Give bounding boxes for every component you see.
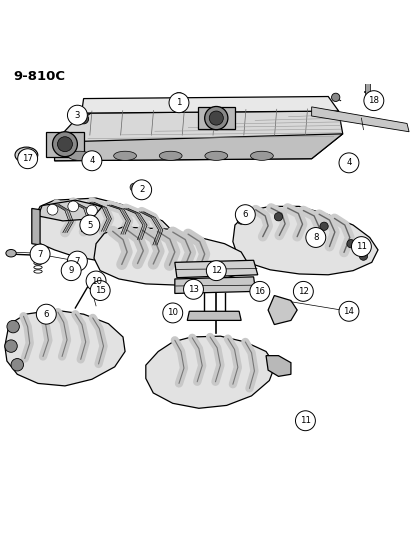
Text: 7: 7: [37, 249, 43, 259]
Text: 11: 11: [300, 416, 311, 425]
Circle shape: [352, 237, 371, 256]
Text: 2: 2: [139, 185, 144, 195]
Polygon shape: [34, 198, 175, 262]
Circle shape: [18, 149, 37, 168]
Circle shape: [87, 205, 97, 216]
Text: 12: 12: [298, 287, 309, 296]
Ellipse shape: [19, 150, 34, 160]
Circle shape: [235, 205, 255, 224]
Circle shape: [320, 222, 328, 230]
Circle shape: [57, 137, 72, 152]
Circle shape: [347, 239, 355, 248]
Circle shape: [52, 132, 77, 157]
Text: 4: 4: [346, 158, 352, 167]
Text: 1: 1: [176, 98, 182, 107]
Circle shape: [175, 92, 183, 101]
Polygon shape: [187, 311, 241, 320]
Text: 6: 6: [243, 210, 248, 219]
Polygon shape: [38, 200, 102, 221]
Circle shape: [339, 301, 359, 321]
Polygon shape: [175, 260, 258, 278]
Text: 10: 10: [91, 277, 102, 286]
Polygon shape: [233, 206, 378, 275]
Circle shape: [132, 180, 151, 200]
Polygon shape: [82, 96, 339, 113]
Polygon shape: [94, 227, 248, 285]
Circle shape: [68, 201, 79, 212]
Circle shape: [80, 215, 100, 235]
Polygon shape: [146, 336, 275, 408]
Circle shape: [359, 252, 368, 260]
Text: 6: 6: [44, 310, 49, 319]
Polygon shape: [198, 107, 235, 129]
Circle shape: [250, 281, 270, 301]
Text: 13: 13: [188, 285, 199, 294]
Circle shape: [86, 271, 106, 291]
Text: 3: 3: [74, 111, 80, 120]
Polygon shape: [32, 208, 40, 245]
Ellipse shape: [114, 151, 136, 160]
Text: 5: 5: [87, 221, 93, 230]
Circle shape: [82, 151, 102, 171]
Polygon shape: [54, 134, 343, 161]
Circle shape: [61, 261, 81, 280]
Ellipse shape: [205, 151, 228, 160]
Polygon shape: [5, 310, 125, 386]
Text: 4: 4: [89, 156, 95, 165]
Circle shape: [130, 183, 139, 191]
Circle shape: [30, 244, 50, 264]
Circle shape: [47, 204, 58, 215]
Circle shape: [237, 216, 245, 224]
Text: 7: 7: [74, 256, 80, 265]
Circle shape: [79, 114, 89, 124]
Polygon shape: [46, 132, 84, 157]
Circle shape: [274, 213, 282, 221]
Text: 8: 8: [313, 233, 319, 242]
Text: 11: 11: [356, 242, 367, 251]
Circle shape: [364, 91, 384, 111]
Text: 16: 16: [254, 287, 265, 296]
Circle shape: [339, 153, 359, 173]
Ellipse shape: [68, 151, 91, 160]
Text: 9-810C: 9-810C: [13, 70, 65, 83]
Text: 12: 12: [211, 266, 222, 275]
Circle shape: [36, 304, 56, 324]
Text: 10: 10: [167, 309, 178, 318]
Text: 18: 18: [368, 96, 379, 105]
Circle shape: [295, 411, 315, 431]
Circle shape: [332, 93, 340, 101]
Circle shape: [11, 359, 23, 371]
Circle shape: [5, 340, 17, 352]
Ellipse shape: [159, 151, 182, 160]
Polygon shape: [175, 277, 256, 294]
Text: 14: 14: [344, 307, 354, 316]
Circle shape: [169, 93, 189, 112]
Text: 17: 17: [22, 154, 33, 163]
Polygon shape: [266, 356, 291, 376]
Circle shape: [92, 284, 106, 297]
Circle shape: [90, 280, 110, 301]
Ellipse shape: [6, 249, 16, 257]
Circle shape: [67, 251, 87, 271]
Text: 9: 9: [69, 266, 74, 275]
Circle shape: [293, 281, 313, 301]
Ellipse shape: [250, 151, 273, 160]
Circle shape: [183, 279, 203, 299]
Circle shape: [209, 111, 223, 125]
Polygon shape: [268, 295, 297, 325]
Circle shape: [67, 105, 87, 125]
Circle shape: [205, 107, 228, 130]
Ellipse shape: [15, 147, 38, 163]
Circle shape: [306, 228, 326, 247]
Circle shape: [7, 320, 20, 333]
Circle shape: [206, 261, 226, 280]
Polygon shape: [312, 107, 409, 132]
Text: 15: 15: [95, 286, 106, 295]
Circle shape: [163, 303, 183, 323]
Polygon shape: [54, 111, 343, 161]
